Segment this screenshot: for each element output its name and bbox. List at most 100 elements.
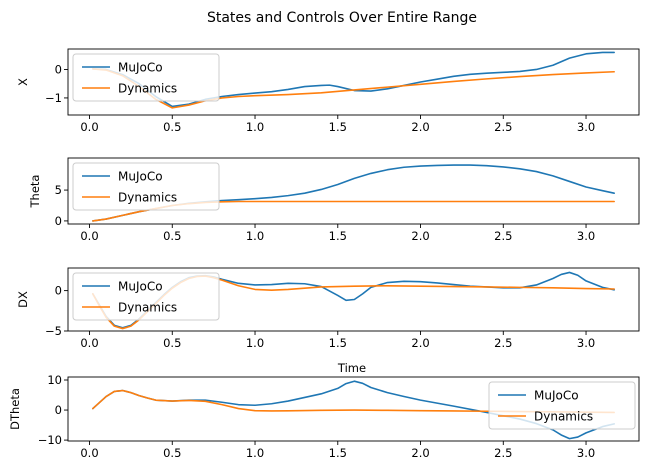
y-tick: −10 [38, 433, 68, 447]
y-tick: 0 [55, 214, 68, 228]
x-tick: 2.0 [411, 115, 430, 134]
y-tick-label: 0 [55, 214, 62, 228]
legend: MuJoCo Dynamics [72, 272, 220, 321]
series-line-dynamics [92, 275, 615, 330]
y-tick-label: −1 [45, 91, 62, 105]
y-tick: 0 [55, 62, 68, 76]
y-axis-label-theta: Theta [28, 175, 42, 209]
axes-frame [67, 376, 640, 442]
x-tick: 1.5 [329, 441, 347, 460]
x-tick-label: 2.0 [411, 336, 429, 350]
x-tick-label: 0.0 [80, 336, 98, 350]
figure-title: States and Controls Over Entire Range [207, 10, 477, 26]
x-tick-label: 0.0 [80, 229, 98, 243]
x-tick: 1.0 [246, 115, 264, 134]
x-tick-label: 3.0 [577, 120, 595, 134]
legend-box [488, 381, 636, 430]
x-tick: 0.0 [80, 115, 99, 134]
legend-label-mujoco: MuJoCo [118, 61, 163, 75]
axes-frame [67, 157, 640, 225]
legend-label-dynamics: Dynamics [118, 191, 177, 205]
y-tick-label: 10 [47, 373, 62, 387]
y-tick: −5 [45, 324, 68, 338]
x-tick: 2.5 [494, 441, 512, 460]
x-tick-label: 2.5 [494, 336, 512, 350]
x-tick: 3.0 [577, 441, 595, 460]
y-tick-label: 0 [55, 284, 62, 298]
subplot-dx: 0.0 0.5 1.0 1.5 2.0 2.5 3.0 −5 0 DX MuJoCo Dynamics [16, 267, 640, 350]
axes-frame [67, 267, 640, 332]
x-tick-label: 3.0 [577, 229, 595, 243]
x-tick-label: 0.0 [80, 446, 98, 460]
series-line-dynamics [92, 389, 615, 414]
x-tick-label: 1.0 [246, 120, 264, 134]
y-axis-label-dtheta: DTheta [8, 388, 22, 430]
x-tick: 3.0 [577, 331, 595, 350]
y-tick: 5 [55, 183, 68, 197]
legend-box [72, 162, 220, 211]
axes-frame [67, 48, 640, 116]
subplot-x: 0.0 0.5 1.0 1.5 2.0 2.5 3.0 −1 0 X MuJoCo Dynamics [16, 48, 640, 134]
y-tick: 0 [55, 403, 68, 417]
y-tick: 0 [55, 284, 68, 298]
x-tick-label: 3.0 [577, 446, 595, 460]
y-tick: 10 [47, 373, 68, 387]
legend-box [72, 53, 220, 102]
legend-label-mujoco: MuJoCo [534, 389, 579, 403]
x-tick-label: 1.0 [246, 336, 264, 350]
x-tick-label: 2.5 [494, 446, 512, 460]
x-tick-label: 2.5 [494, 120, 512, 134]
legend-label-mujoco: MuJoCo [118, 170, 163, 184]
y-tick-label: 0 [55, 62, 62, 76]
x-tick: 3.0 [577, 224, 595, 243]
x-tick: 3.0 [577, 115, 595, 134]
x-tick-label: 0.5 [163, 336, 181, 350]
x-tick-label: 2.0 [411, 446, 429, 460]
x-tick-label: 1.0 [246, 446, 264, 460]
legend-label-dynamics: Dynamics [118, 82, 177, 96]
legend-label-dynamics: Dynamics [118, 301, 177, 315]
legend: MuJoCo Dynamics [72, 162, 220, 211]
x-tick: 0.5 [163, 441, 181, 460]
x-tick: 0.5 [163, 331, 181, 350]
x-tick: 0.0 [80, 224, 99, 243]
x-tick: 1.0 [246, 441, 264, 460]
y-axis-label-x: X [16, 78, 30, 86]
x-tick-label: 0.0 [80, 120, 98, 134]
x-tick-label: 1.5 [329, 446, 347, 460]
legend-box [72, 272, 220, 321]
x-tick-label: 1.5 [329, 120, 347, 134]
x-tick: 1.5 [329, 115, 347, 134]
x-tick: 1.5 [329, 224, 347, 243]
x-tick: 0.5 [163, 115, 181, 134]
legend: MuJoCo Dynamics [488, 381, 636, 430]
x-tick: 0.5 [163, 224, 181, 243]
x-tick-label: 1.5 [329, 336, 347, 350]
y-tick: −1 [45, 91, 68, 105]
x-tick-label: 3.0 [577, 336, 595, 350]
x-tick: 2.5 [494, 115, 512, 134]
legend-label-mujoco: MuJoCo [118, 280, 163, 294]
x-tick-label: 1.5 [329, 229, 347, 243]
x-tick: 2.0 [411, 441, 430, 460]
y-tick-label: −10 [38, 433, 62, 447]
subplot-stack: 0.0 0.5 1.0 1.5 2.0 2.5 3.0−10XMuJoCoDynamics0… [8, 48, 640, 460]
series-line-mujoco [92, 51, 615, 108]
legend: MuJoCo Dynamics [72, 53, 220, 102]
legend-label-dynamics: Dynamics [534, 410, 593, 424]
x-tick: 1.5 [329, 331, 347, 350]
x-tick: 2.5 [494, 224, 512, 243]
x-tick-label: 0.5 [163, 229, 181, 243]
y-tick-label: 0 [55, 403, 62, 417]
x-tick-label: 2.5 [494, 229, 512, 243]
x-tick-label: 2.0 [411, 120, 429, 134]
x-tick: 0.0 [80, 441, 99, 460]
x-tick-label: 0.5 [163, 446, 181, 460]
x-tick-label: 0.5 [163, 120, 181, 134]
x-tick-label: 2.0 [411, 229, 429, 243]
x-tick-label: 1.0 [246, 229, 264, 243]
x-tick: 1.0 [246, 331, 264, 350]
x-tick: 0.0 [80, 331, 99, 350]
x-tick: 2.0 [411, 331, 430, 350]
